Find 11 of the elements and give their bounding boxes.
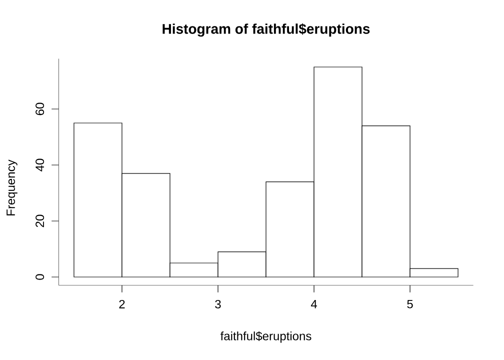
x-tick-label: 4 (310, 300, 317, 308)
x-axis-title: faithful$eruptions (220, 331, 312, 343)
x-tick-label: 3 (215, 300, 221, 308)
x-tick-label: 5 (407, 300, 413, 308)
x-tick-label: 2 (119, 300, 125, 308)
y-tick-label: 60 (36, 102, 44, 116)
chart-title: Histogram of faithful$eruptions (162, 23, 370, 37)
y-axis-title: Frequency (6, 160, 18, 216)
y-tick-label: 40 (36, 158, 44, 172)
y-tick-label: 0 (36, 274, 44, 280)
y-tick-label: 20 (36, 214, 44, 228)
